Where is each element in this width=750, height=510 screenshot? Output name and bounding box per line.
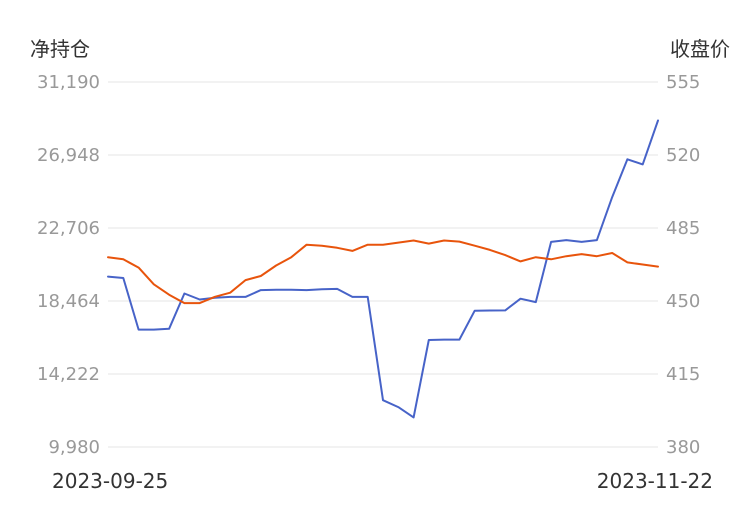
right-tick-label: 520 [666,145,700,166]
left-tick-label: 26,948 [37,145,100,166]
right-tick-label: 380 [666,437,700,458]
net-position-line [107,119,659,419]
gridlines [108,81,658,448]
right-tick-label: 485 [666,218,700,239]
left-tick-label: 22,706 [37,218,100,239]
left-tick-label: 31,190 [37,72,100,93]
close-price-line [107,239,659,305]
right-tick-label: 415 [666,364,700,385]
left-axis-ticks: 31,190 26,948 22,706 18,464 14,222 9,980 [37,72,100,458]
left-tick-label: 18,464 [37,291,100,312]
right-axis-title: 收盘价 [670,37,730,61]
right-axis-ticks: 555 520 485 450 415 380 [666,72,700,458]
left-axis-title: 净持仓 [30,37,90,61]
right-tick-label: 555 [666,72,700,93]
left-tick-label: 9,980 [48,437,100,458]
series-lines [107,119,659,419]
x-axis-end-date: 2023-11-22 [597,469,713,493]
left-tick-label: 14,222 [37,364,100,385]
right-tick-label: 450 [666,291,700,312]
x-axis-start-date: 2023-09-25 [52,469,168,493]
